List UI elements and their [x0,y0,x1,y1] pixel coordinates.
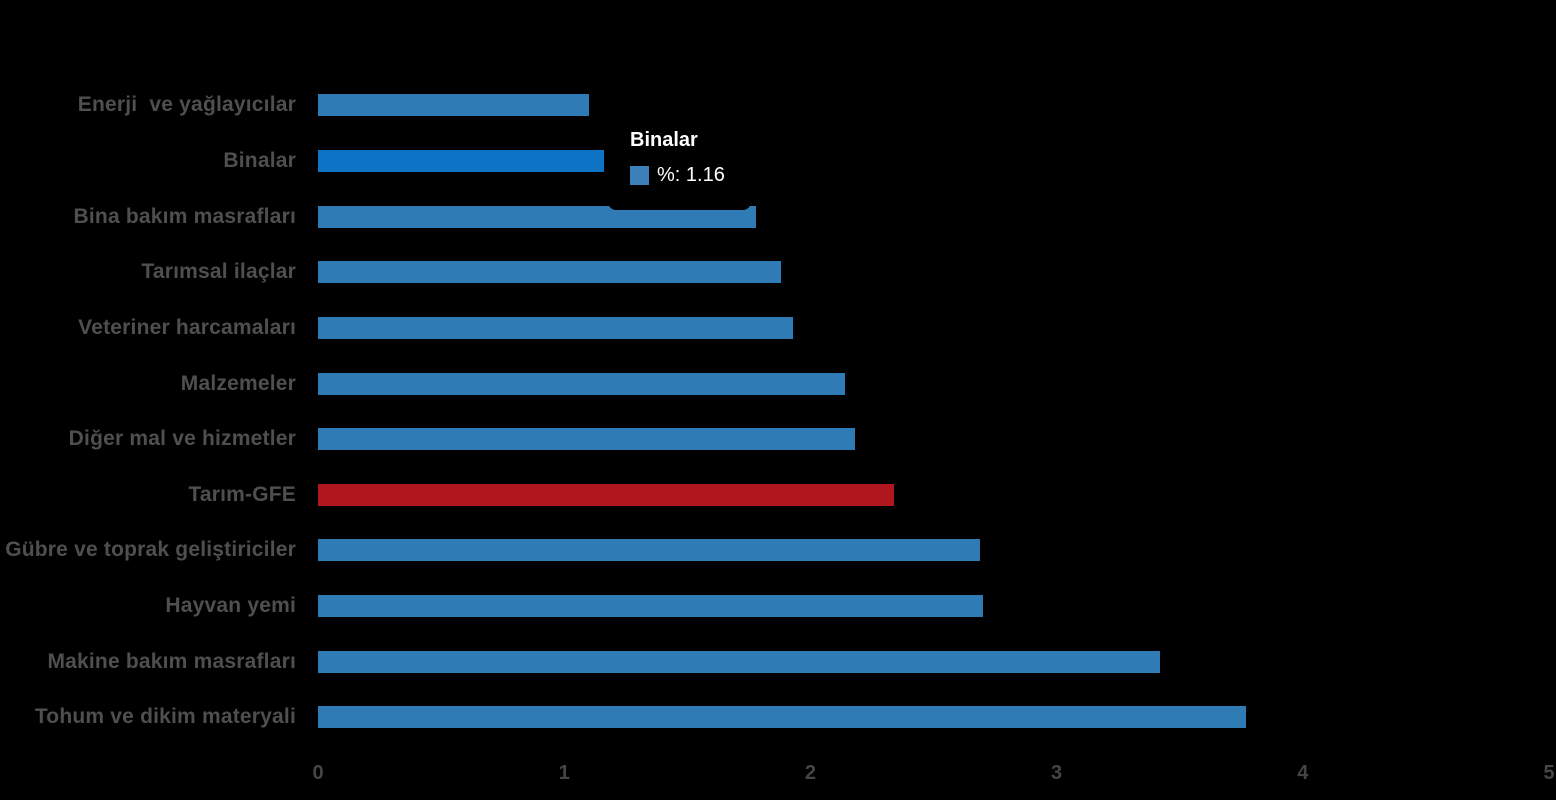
x-axis-tick-label: 5 [1543,762,1555,784]
bar[interactable] [318,94,589,117]
x-axis-tick-label: 3 [1051,762,1063,784]
category-label: Diğer mal ve hizmetler [68,427,296,451]
bar[interactable] [318,316,793,339]
category-label: Tarım-GFE [188,482,296,506]
x-axis-tick-label: 0 [312,762,324,784]
category-label: Malzemeler [180,371,296,395]
bar[interactable] [318,650,1160,673]
x-axis-tick-label: 4 [1297,762,1309,784]
tooltip-value-row: %: 1.16 [630,164,751,187]
bar[interactable] [318,205,756,228]
category-label: Tarımsal ilaçlar [141,260,296,284]
bar[interactable] [318,428,855,451]
bar[interactable] [318,149,604,172]
x-axis-tick-label: 1 [558,762,570,784]
x-axis-tick-label: 2 [804,762,816,784]
category-label: Hayvan yemi [165,594,296,618]
series-color-swatch-icon [630,166,649,185]
category-label: Veteriner harcamaları [78,315,296,339]
bar[interactable] [318,706,1246,729]
category-label: Gübre ve toprak geliştiriciler [5,538,296,562]
category-label: Bina bakım masrafları [73,204,296,228]
category-label: Tohum ve dikim materyali [34,705,296,729]
bar[interactable] [318,539,980,562]
tooltip: Binalar %: 1.16 [608,118,751,210]
category-label: Makine bakım masrafları [47,649,296,673]
bar[interactable] [318,372,845,395]
tooltip-value: %: 1.16 [657,164,725,186]
tooltip-title: Binalar [630,129,698,151]
category-label: Enerji ve yağlayıcılar [77,93,296,117]
bar[interactable] [318,595,983,618]
bar[interactable] [318,483,894,506]
category-label: Binalar [223,148,296,172]
bar[interactable] [318,261,781,284]
